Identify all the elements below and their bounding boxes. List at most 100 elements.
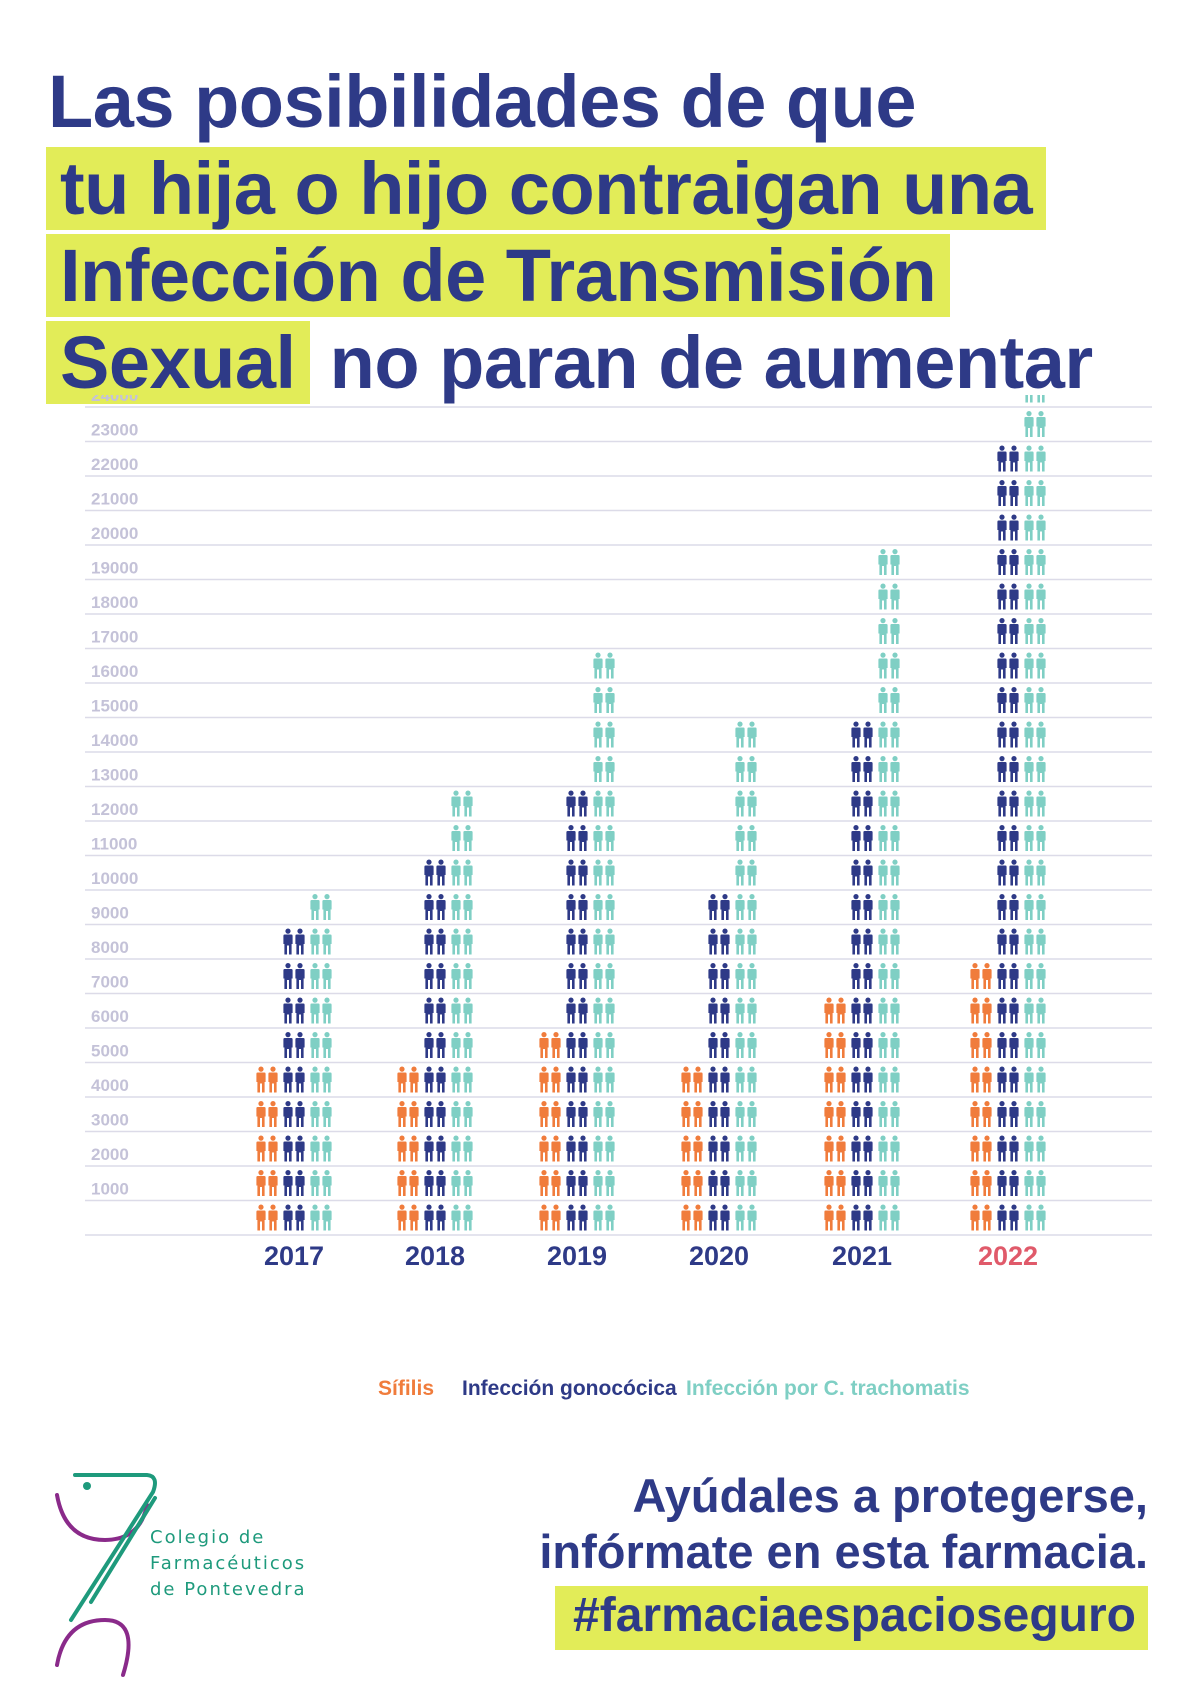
legend-item-sifilis: Sífilis bbox=[378, 1377, 435, 1400]
icon-unit bbox=[735, 894, 757, 920]
x-tick-label-2021: 2021 bbox=[832, 1241, 892, 1271]
icon-unit bbox=[878, 894, 900, 920]
icon-unit bbox=[1024, 411, 1046, 437]
icon-unit bbox=[997, 1101, 1019, 1127]
icon-unit bbox=[1024, 480, 1046, 506]
icon-unit bbox=[539, 1066, 561, 1093]
y-tick-label: 18000 bbox=[91, 593, 138, 612]
y-tick-label: 2000 bbox=[91, 1145, 129, 1164]
icon-unit bbox=[878, 721, 900, 748]
logo-mark bbox=[55, 1473, 157, 1677]
icon-unit bbox=[681, 1101, 703, 1127]
icon-unit bbox=[708, 963, 730, 989]
icon-unit bbox=[735, 1135, 757, 1162]
icon-unit bbox=[997, 445, 1019, 472]
icon-unit bbox=[878, 928, 900, 955]
x-tick-label-2022: 2022 bbox=[978, 1241, 1038, 1271]
icon-unit bbox=[566, 1170, 588, 1196]
icon-unit bbox=[997, 1204, 1019, 1231]
icon-unit bbox=[397, 1135, 419, 1162]
icon-unit bbox=[310, 997, 332, 1024]
headline-highlight-2: tu hija o hijo contraigan una bbox=[46, 147, 1047, 230]
icon-unit bbox=[708, 1066, 730, 1093]
y-tick-label: 13000 bbox=[91, 766, 138, 785]
icon-unit bbox=[851, 1066, 873, 1093]
y-tick-label: 21000 bbox=[91, 490, 138, 509]
icon-unit bbox=[708, 1170, 730, 1196]
y-tick-label: 4000 bbox=[91, 1076, 129, 1095]
icon-unit bbox=[566, 1135, 588, 1162]
icon-unit bbox=[1024, 825, 1046, 851]
icon-unit bbox=[997, 514, 1019, 541]
logo-dot bbox=[83, 1482, 91, 1490]
icon-unit bbox=[997, 825, 1019, 851]
icon-unit bbox=[997, 1170, 1019, 1196]
icon-unit bbox=[997, 928, 1019, 955]
icon-unit bbox=[878, 1032, 900, 1058]
icon-unit bbox=[451, 1204, 473, 1231]
icon-unit bbox=[593, 1170, 615, 1196]
icon-unit bbox=[566, 997, 588, 1024]
icon-unit bbox=[566, 1066, 588, 1093]
icon-unit bbox=[708, 1032, 730, 1058]
icon-partial bbox=[256, 1041, 278, 1058]
icon-unit bbox=[997, 549, 1019, 575]
bar-infecci-n-por-c-trachomatis-2022 bbox=[1024, 395, 1046, 1231]
icon-unit bbox=[451, 1066, 473, 1093]
icon-unit bbox=[681, 1066, 703, 1093]
icon-unit bbox=[593, 687, 615, 713]
y-tick-label: 7000 bbox=[91, 973, 129, 992]
y-tick-label: 24000 bbox=[91, 395, 138, 405]
icon-unit bbox=[424, 963, 446, 989]
icon-unit bbox=[851, 1135, 873, 1162]
icon-unit bbox=[310, 963, 332, 989]
icon-unit bbox=[1024, 1170, 1046, 1196]
icon-unit bbox=[451, 928, 473, 955]
icon-unit bbox=[1024, 859, 1046, 886]
icon-unit bbox=[735, 721, 757, 748]
icon-unit bbox=[451, 859, 473, 886]
icon-unit bbox=[424, 1066, 446, 1093]
icon-unit bbox=[851, 1204, 873, 1231]
icon-unit bbox=[708, 1135, 730, 1162]
icon-unit bbox=[397, 1066, 419, 1093]
icon-unit bbox=[735, 859, 757, 886]
icon-unit bbox=[851, 825, 873, 851]
icon-unit bbox=[451, 1101, 473, 1127]
icon-unit bbox=[1024, 395, 1046, 403]
icon-unit bbox=[997, 721, 1019, 748]
bar-infecci-n-por-c-trachomatis-2021 bbox=[878, 517, 900, 1231]
icon-unit bbox=[735, 825, 757, 851]
icon-unit bbox=[997, 859, 1019, 886]
icon-partial bbox=[566, 779, 588, 782]
icon-unit bbox=[735, 1170, 757, 1196]
icon-unit bbox=[970, 1170, 992, 1196]
icon-unit bbox=[878, 583, 900, 610]
icon-partial bbox=[451, 769, 473, 782]
icon-unit bbox=[566, 963, 588, 989]
y-tick-label: 8000 bbox=[91, 938, 129, 957]
icon-unit bbox=[878, 549, 900, 575]
icon-unit bbox=[1024, 1101, 1046, 1127]
x-tick-label-2018: 2018 bbox=[405, 1241, 465, 1271]
icon-unit bbox=[878, 825, 900, 851]
icon-unit bbox=[451, 1135, 473, 1162]
icon-unit bbox=[878, 1101, 900, 1127]
icon-partial bbox=[424, 831, 446, 851]
icon-unit bbox=[851, 1170, 873, 1196]
icon-partial bbox=[851, 707, 873, 713]
icon-unit bbox=[593, 1066, 615, 1093]
y-tick-label: 5000 bbox=[91, 1042, 129, 1061]
x-tick-label-2019: 2019 bbox=[547, 1241, 607, 1271]
icon-unit bbox=[851, 721, 873, 748]
icon-unit bbox=[310, 1135, 332, 1162]
icon-unit bbox=[424, 859, 446, 886]
icon-unit bbox=[310, 1170, 332, 1196]
icon-partial bbox=[397, 1034, 419, 1058]
icon-unit bbox=[1024, 894, 1046, 920]
icon-unit bbox=[708, 1204, 730, 1231]
icon-unit bbox=[735, 997, 757, 1024]
icon-unit bbox=[1024, 1204, 1046, 1231]
cta-line-1: Ayúdales a protegerse, bbox=[632, 1469, 1148, 1522]
icon-unit bbox=[256, 1066, 278, 1093]
